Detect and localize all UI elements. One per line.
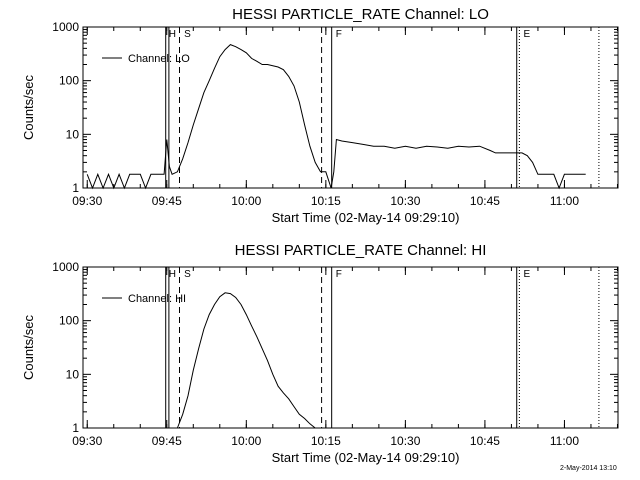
x-tick-label: 11:00 — [550, 434, 579, 448]
y-tick-label: 10 — [66, 367, 80, 381]
x-tick-label: 10:45 — [470, 434, 500, 448]
legend-label: Channel: LO — [128, 53, 190, 65]
event-marker-label: E — [523, 29, 530, 40]
y-axis-label: Counts/sec — [21, 314, 36, 380]
y-tick-label: 1000 — [52, 260, 79, 274]
y-tick-label: 1 — [72, 421, 79, 435]
x-tick-label: 09:45 — [152, 194, 182, 208]
series-line-hi — [176, 292, 316, 429]
event-marker-label: S — [184, 29, 191, 40]
x-tick-label: 10:15 — [311, 434, 341, 448]
event-marker-label: E — [523, 269, 530, 280]
x-tick-label: 09:30 — [72, 434, 102, 448]
y-tick-label: 1000 — [52, 20, 79, 34]
event-marker-label: F — [336, 269, 342, 280]
x-tick-label: 11:00 — [550, 194, 579, 208]
footer-timestamp: 2-May-2014 13:10 — [560, 465, 617, 472]
y-tick-label: 100 — [59, 314, 79, 328]
y-tick-label: 10 — [66, 127, 80, 141]
plot-frame — [82, 26, 619, 189]
x-tick-label: 09:45 — [152, 434, 182, 448]
y-tick-label: 100 — [59, 74, 79, 88]
y-axis-label: Counts/sec — [21, 74, 36, 140]
x-tick-label: 10:30 — [390, 194, 420, 208]
x-tick-label: 10:15 — [311, 194, 341, 208]
plot-frame — [82, 266, 619, 429]
legend-label: Channel: HI — [128, 293, 186, 305]
chart-panel-1: HESSI PARTICLE_RATE Channel: LO 09:30 09:4… — [21, 6, 619, 225]
x-tick-label: 10:30 — [390, 434, 420, 448]
event-marker-label: H — [169, 29, 176, 40]
chart-title: HESSI PARTICLE_RATE Channel: LO — [232, 6, 489, 23]
y-tick-label: 1 — [72, 181, 79, 195]
event-marker-label: H — [169, 269, 176, 280]
x-tick-label: 10:00 — [231, 194, 261, 208]
x-axis-label: Start Time (02-May-14 09:29:10) — [272, 450, 460, 465]
series-line-lo — [86, 44, 586, 190]
x-tick-label: 10:00 — [231, 434, 261, 448]
chart-panel-2: HESSI PARTICLE_RATE Channel: HI 09:30 09:4… — [21, 242, 619, 465]
chart-title: HESSI PARTICLE_RATE Channel: HI — [235, 242, 487, 259]
event-marker-label: F — [336, 29, 342, 40]
x-tick-label: 10:45 — [470, 194, 500, 208]
x-tick-label: 09:30 — [72, 194, 102, 208]
x-axis-label: Start Time (02-May-14 09:29:10) — [272, 210, 460, 225]
event-marker-label: S — [184, 269, 191, 280]
